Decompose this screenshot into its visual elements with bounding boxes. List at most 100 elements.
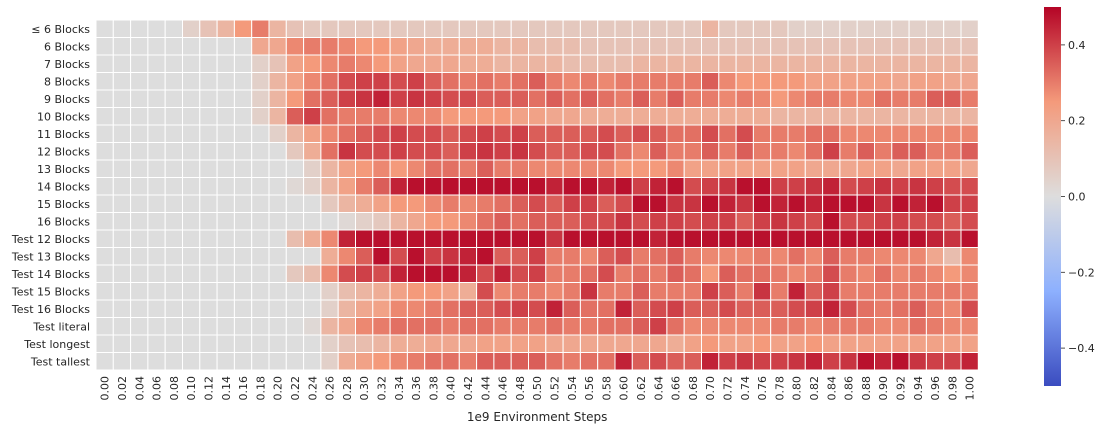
heatmap-cell: [683, 264, 703, 283]
heatmap-cell: [666, 142, 685, 161]
heatmap-cell: [770, 317, 789, 336]
heatmap-cell: [683, 142, 703, 161]
heatmap-cell: [874, 159, 893, 178]
heatmap-cell: [95, 317, 114, 336]
heatmap-cell: [666, 177, 685, 196]
heatmap-cell: [787, 107, 806, 126]
heatmap-cell: [735, 247, 754, 266]
heatmap-cell: [337, 159, 357, 178]
heatmap-cell: [804, 229, 824, 248]
heatmap-cell: [112, 247, 132, 266]
heatmap-cell: [216, 177, 235, 196]
heatmap-cell: [164, 124, 183, 143]
heatmap-cell: [441, 37, 460, 56]
heatmap-cell: [822, 247, 841, 266]
heatmap-cell: [528, 124, 547, 143]
heatmap-cell: [372, 54, 391, 73]
heatmap-cell: [510, 299, 530, 318]
heatmap-cell: [389, 89, 408, 108]
heatmap-cell: [458, 352, 478, 371]
heatmap-cell: [147, 159, 166, 178]
heatmap-cell: [545, 264, 564, 283]
heatmap-cell: [562, 107, 581, 126]
heatmap-cell: [614, 89, 633, 108]
heatmap-cell: [441, 247, 460, 266]
heatmap-cell: [735, 299, 754, 318]
heatmap-cell: [199, 264, 218, 283]
heatmap-cell: [787, 194, 806, 213]
heatmap-cell: [441, 282, 460, 301]
heatmap-cell: [701, 194, 720, 213]
heatmap-cell: [874, 282, 893, 301]
heatmap-cell: [303, 264, 322, 283]
x-tick-label: 0.10: [185, 376, 198, 401]
heatmap-cell: [960, 159, 979, 178]
heatmap-cell: [752, 124, 772, 143]
heatmap-cell: [199, 124, 218, 143]
heatmap-cell: [355, 54, 374, 73]
x-tick-label: 0.20: [272, 376, 285, 401]
heatmap-cell: [631, 19, 651, 38]
heatmap-cell: [701, 229, 720, 248]
heatmap-cell: [631, 334, 651, 353]
heatmap-cell: [597, 142, 616, 161]
heatmap-cell: [147, 37, 166, 56]
heatmap-cell: [943, 317, 962, 336]
heatmap-cell: [649, 212, 668, 231]
heatmap-cell: [874, 19, 893, 38]
heatmap-cell: [406, 177, 426, 196]
heatmap-cell: [355, 229, 374, 248]
heatmap-cell: [597, 89, 616, 108]
heatmap-cell: [666, 194, 685, 213]
heatmap-cell: [216, 264, 235, 283]
heatmap-cell: [372, 352, 391, 371]
heatmap-cell: [649, 299, 668, 318]
heatmap-cell: [925, 124, 945, 143]
heatmap-cell: [303, 54, 322, 73]
heatmap-cell: [649, 54, 668, 73]
heatmap-cell: [579, 334, 599, 353]
heatmap-cell: [562, 334, 581, 353]
heatmap-cell: [112, 177, 132, 196]
heatmap-cell: [579, 37, 599, 56]
heatmap-cell: [925, 177, 945, 196]
heatmap-cell: [804, 124, 824, 143]
heatmap-cell: [804, 37, 824, 56]
x-tick-label: 0.42: [462, 376, 475, 401]
heatmap-cell: [303, 72, 322, 91]
heatmap-cell: [268, 317, 287, 336]
heatmap-cell: [701, 317, 720, 336]
heatmap-cell: [960, 107, 979, 126]
heatmap-cell: [95, 107, 114, 126]
heatmap-cell: [631, 159, 651, 178]
heatmap-cell: [441, 72, 460, 91]
heatmap-cell: [182, 282, 201, 301]
heatmap-cell: [683, 37, 703, 56]
y-tick-label: 11 Blocks: [37, 128, 90, 141]
heatmap-cell: [285, 334, 305, 353]
heatmap-cell: [579, 107, 599, 126]
heatmap-cell: [441, 299, 460, 318]
heatmap-cell: [579, 142, 599, 161]
heatmap-cell: [303, 19, 322, 38]
heatmap-cell: [216, 159, 235, 178]
heatmap-cell: [735, 352, 754, 371]
heatmap-cell: [925, 317, 945, 336]
heatmap-cell: [822, 194, 841, 213]
heatmap-cell: [424, 142, 443, 161]
heatmap-cell: [562, 54, 581, 73]
heatmap-cell: [164, 352, 183, 371]
heatmap-cell: [406, 282, 426, 301]
heatmap-cell: [562, 159, 581, 178]
heatmap-cell: [458, 299, 478, 318]
heatmap-cell: [545, 177, 564, 196]
heatmap-cell: [666, 264, 685, 283]
y-tick-label: 12 Blocks: [37, 145, 90, 158]
heatmap-cell: [943, 54, 962, 73]
heatmap-cell: [268, 264, 287, 283]
heatmap-cell: [960, 229, 979, 248]
heatmap-cell: [822, 299, 841, 318]
heatmap-cell: [372, 194, 391, 213]
heatmap-cell: [441, 19, 460, 38]
heatmap-cell: [856, 89, 876, 108]
